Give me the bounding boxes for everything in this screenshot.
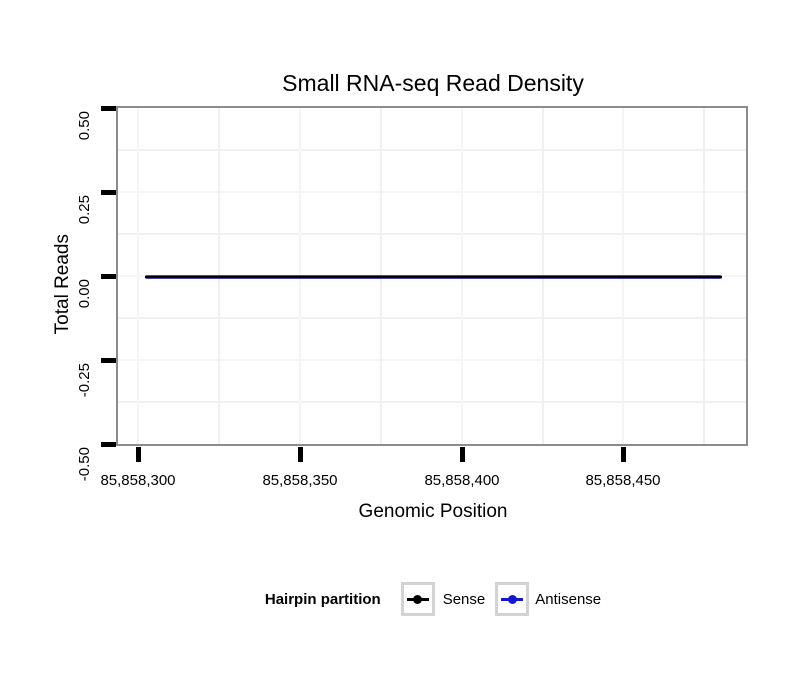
y-tick-label: -0.50 xyxy=(76,447,93,482)
y-tick-mark xyxy=(101,358,116,363)
y-tick-label: 0.25 xyxy=(76,195,93,225)
x-tick-label: 85,858,450 xyxy=(585,472,661,489)
y-axis-title: Total Reads xyxy=(52,234,73,335)
x-tick-label: 85,858,350 xyxy=(262,472,338,489)
x-tick-mark xyxy=(136,447,141,462)
y-tick-label: -0.25 xyxy=(76,363,93,398)
gridline-minor xyxy=(118,317,746,319)
x-tick-mark xyxy=(460,447,465,462)
x-tick-mark xyxy=(298,447,303,462)
gridline-major xyxy=(118,191,746,193)
sense-legend-key-icon xyxy=(400,582,435,616)
antisense-legend-key-icon xyxy=(495,582,530,616)
y-tick-mark xyxy=(101,442,116,447)
x-axis-title: Genomic Position xyxy=(358,501,508,522)
y-tick-label: 0.00 xyxy=(76,279,93,309)
legend-label-sense: Sense xyxy=(442,590,486,608)
y-tick-mark xyxy=(101,274,116,279)
chart-title: Small RNA-seq Read Density xyxy=(282,70,584,96)
gridline-major xyxy=(137,108,139,444)
legend-label-antisense: Antisense xyxy=(535,590,602,608)
plot-panel xyxy=(116,106,748,446)
gridline-minor xyxy=(118,149,746,151)
gridline-major xyxy=(118,359,746,361)
legend-title: Hairpin partition xyxy=(264,590,381,608)
x-tick-mark xyxy=(621,447,626,462)
y-tick-mark xyxy=(101,190,116,195)
legend-point-icon xyxy=(413,594,423,604)
sense-series-line xyxy=(145,276,722,278)
legend-point-icon xyxy=(507,594,517,604)
y-tick-label: 0.50 xyxy=(76,111,93,141)
x-tick-label: 85,858,300 xyxy=(100,472,176,489)
gridline-minor xyxy=(118,233,746,235)
gridline-minor xyxy=(118,401,746,403)
y-tick-mark xyxy=(101,106,116,111)
x-tick-label: 85,858,400 xyxy=(424,472,500,489)
legend: Hairpin partition Sense Antisense xyxy=(117,580,749,618)
